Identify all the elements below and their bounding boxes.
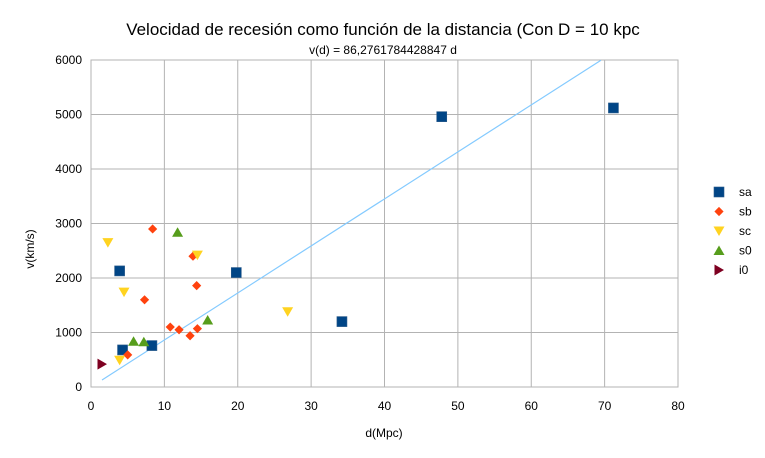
legend-label-s0: s0 (739, 244, 752, 258)
legend-marker-sc (713, 226, 725, 236)
chart-subtitle: v(d) = 86,2761784428847 d (309, 43, 457, 57)
y-tick-label: 5000 (55, 108, 82, 122)
legend-marker-s0 (713, 245, 725, 255)
data-point-sa (336, 316, 348, 327)
x-tick-label: 70 (598, 399, 612, 413)
legend-marker-sa (713, 186, 725, 198)
plot-frame (90, 59, 679, 388)
grid (90, 59, 679, 388)
y-tick-label: 0 (75, 380, 82, 394)
y-axis-label: v(km/s) (23, 229, 37, 268)
x-tick-label: 20 (231, 399, 245, 413)
y-tick-label: 4000 (55, 162, 82, 176)
data-point-sa (608, 102, 619, 114)
data-point-s0 (202, 314, 214, 325)
data-point-sc (118, 287, 130, 298)
legend-label-sa: sa (739, 185, 752, 199)
x-axis-label: d(Mpc) (365, 426, 402, 440)
x-tick-label: 30 (304, 399, 318, 413)
data-point-sa (114, 265, 125, 277)
y-tick-label: 1000 (55, 326, 82, 340)
data-point-sc (191, 250, 203, 261)
data-point-sb (185, 331, 195, 341)
chart-title: Velocidad de recesión como función de la… (126, 20, 640, 39)
data-points (97, 102, 619, 370)
data-point-sb (188, 251, 198, 261)
data-point-sc (102, 238, 114, 248)
legend-label-sb: sb (739, 205, 752, 219)
data-point-sc (282, 307, 294, 317)
data-point-sb (123, 350, 133, 360)
legend-label-sc: sc (739, 224, 751, 238)
trendline-layer (101, 59, 602, 381)
data-point-sc (114, 355, 126, 366)
x-tick-label: 50 (451, 399, 465, 413)
data-point-i0 (97, 358, 108, 370)
data-point-sb (192, 324, 202, 334)
data-point-sb (148, 224, 158, 234)
trendline (101, 59, 602, 381)
y-tick-label: 6000 (55, 53, 82, 67)
x-tick-label: 80 (671, 399, 685, 413)
legend-label-i0: i0 (739, 263, 749, 277)
x-tick-label: 0 (88, 399, 95, 413)
x-tick-label: 10 (158, 399, 172, 413)
legend-marker-i0 (714, 264, 724, 276)
data-point-sb (165, 322, 175, 332)
y-tick-label: 2000 (55, 271, 82, 285)
y-tick-label: 3000 (55, 217, 82, 231)
data-point-sb (139, 295, 150, 305)
tick-labels: 0 1000 2000 3000 4000 5000 6000 0 10 20 30 40 50 60 70… (55, 53, 685, 413)
data-point-sa (117, 344, 128, 356)
x-tick-label: 40 (378, 399, 392, 413)
data-point-s0 (138, 336, 150, 347)
data-point-sa (436, 111, 448, 122)
legend-marker-sb (714, 206, 724, 217)
data-point-sb (192, 281, 202, 291)
x-tick-label: 60 (525, 399, 539, 413)
data-point-sa (230, 267, 242, 278)
data-point-sb (174, 325, 184, 335)
data-point-s0 (128, 336, 140, 346)
data-point-s0 (172, 227, 184, 237)
legend: sa sb sc s0 i0 (713, 185, 752, 277)
